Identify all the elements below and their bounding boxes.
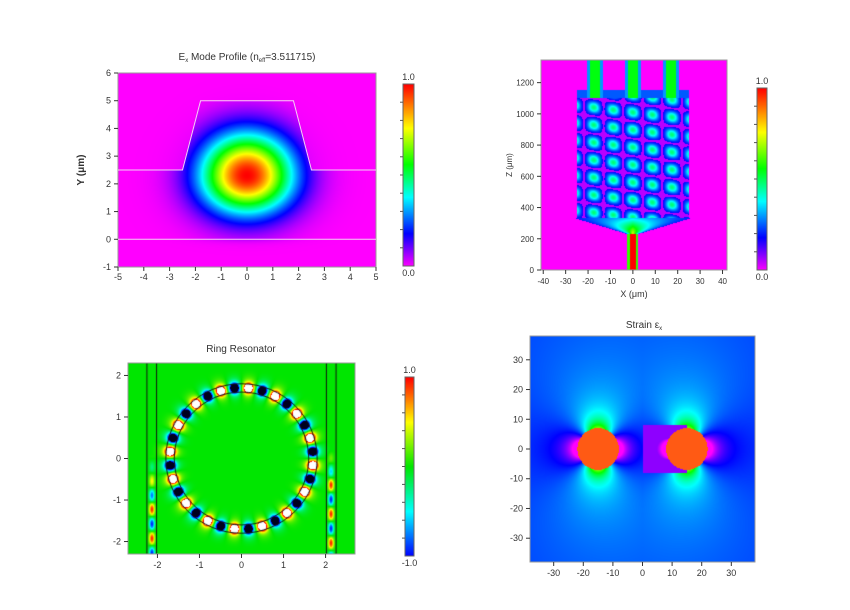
ring-ytick-label: -2: [113, 537, 121, 547]
mode-ytick-label: 0: [106, 234, 111, 244]
strain-xtick-label: 20: [697, 568, 707, 578]
strain-title: Strain εx: [626, 320, 662, 332]
mmi-xtick-label: -10: [605, 277, 617, 286]
mmi-xtick-label: 10: [651, 277, 660, 286]
waveguide-outline: [118, 100, 376, 171]
mode-xtick-label: -2: [191, 272, 199, 282]
mmi-splitter-heatmap: [541, 60, 727, 270]
ring-ytick-label: 0: [116, 454, 121, 464]
mode-xtick-label: 1: [270, 272, 275, 282]
mmi-xtick-label: -20: [582, 277, 594, 286]
ring-ytick-label: -1: [113, 495, 121, 505]
strain-ytick-label: -20: [510, 503, 523, 513]
mode-colorbar-max: 1.0: [402, 72, 415, 82]
mode-colorbar-frame: [402, 83, 415, 267]
strain-xtick-label: -20: [577, 568, 590, 578]
mode-xtick-label: -4: [140, 272, 148, 282]
ring-title: Ring Resonator: [206, 344, 276, 355]
mode-ytick-label: 3: [106, 151, 111, 161]
ring-xtick-label: 1: [281, 560, 286, 570]
mode-xtick-label: 0: [244, 272, 249, 282]
ring-xtick-label: -2: [153, 560, 161, 570]
mmi-ytick-label: 200: [521, 235, 535, 244]
mmi-colorbar-max: 1.0: [756, 76, 769, 86]
strain-xtick-label: 30: [726, 568, 736, 578]
ring-xtick-label: -1: [195, 560, 203, 570]
ring-ytick-label: 1: [116, 412, 121, 422]
strain-ytick-label: 30: [513, 355, 523, 365]
ring-xtick-label: 0: [239, 560, 244, 570]
mode-ylabel: Y (μm): [76, 155, 87, 186]
mode-xtick-label: 3: [322, 272, 327, 282]
mmi-colorbar: [757, 88, 767, 270]
mode-title: Ex Mode Profile (neff=3.511715): [179, 52, 316, 64]
mode-ytick-label: 1: [106, 207, 111, 217]
ring-colorbar-min: -1.0: [402, 558, 418, 568]
mmi-xtick-label: 40: [718, 277, 727, 286]
mode-ytick-label: 5: [106, 96, 111, 106]
mode-colorbar: [403, 84, 414, 266]
mmi-xtick-label: 0: [631, 277, 636, 286]
mmi-ytick-label: 800: [521, 141, 535, 150]
strain-ytick-label: 0: [518, 444, 523, 454]
mode-ytick-label: -1: [103, 262, 111, 272]
strain-xtick-label: 10: [667, 568, 677, 578]
mode-colorbar-min: 0.0: [402, 268, 415, 278]
strain-xtick-label: -10: [606, 568, 619, 578]
mode-xtick-label: 4: [348, 272, 353, 282]
ring-ytick-label: 2: [116, 370, 121, 380]
mmi-xlabel: X (μm): [620, 289, 647, 299]
mmi-ylabel: Z (μm): [505, 153, 514, 177]
strain-ytick-label: -30: [510, 533, 523, 543]
strain-ytick-label: 20: [513, 385, 523, 395]
ring-xtick-label: 2: [323, 560, 328, 570]
ring-plot-frame: [127, 362, 356, 555]
mmi-ytick-label: 1200: [516, 79, 534, 88]
strain-ytick-label: 10: [513, 414, 523, 424]
mmi-ytick-label: 400: [521, 204, 535, 213]
mode-xtick-label: 5: [373, 272, 378, 282]
mmi-ytick-label: 600: [521, 172, 535, 181]
mode-ytick-label: 4: [106, 123, 111, 133]
strain-plot-frame: [529, 335, 756, 563]
ring-colorbar: [405, 377, 414, 556]
mmi-ytick-label: 1000: [516, 110, 534, 119]
strain-xtick-label: 0: [640, 568, 645, 578]
mmi-xtick-label: -30: [560, 277, 572, 286]
strain-ytick-label: -10: [510, 474, 523, 484]
mmi-xtick-label: -40: [537, 277, 549, 286]
mmi-xtick-label: 30: [696, 277, 705, 286]
mode-ytick-label: 6: [106, 68, 111, 78]
mode-xtick-label: 2: [296, 272, 301, 282]
ring-colorbar-max: 1.0: [403, 365, 416, 375]
mode-xtick-label: -1: [217, 272, 225, 282]
mmi-ytick-label: 0: [530, 266, 535, 275]
mode-xtick-label: -3: [166, 272, 174, 282]
mmi-xtick-label: 20: [673, 277, 682, 286]
mmi-colorbar-min: 0.0: [756, 272, 769, 282]
mode-xtick-label: -5: [114, 272, 122, 282]
mmi-colorbar-frame: [756, 87, 768, 271]
mode-ytick-label: 2: [106, 179, 111, 189]
ring-colorbar-frame: [404, 376, 415, 557]
strain-xtick-label: -30: [547, 568, 560, 578]
ring-resonator-heatmap: [128, 363, 355, 554]
strain-heatmap: [530, 336, 755, 562]
mmi-plot-frame: [540, 59, 728, 271]
